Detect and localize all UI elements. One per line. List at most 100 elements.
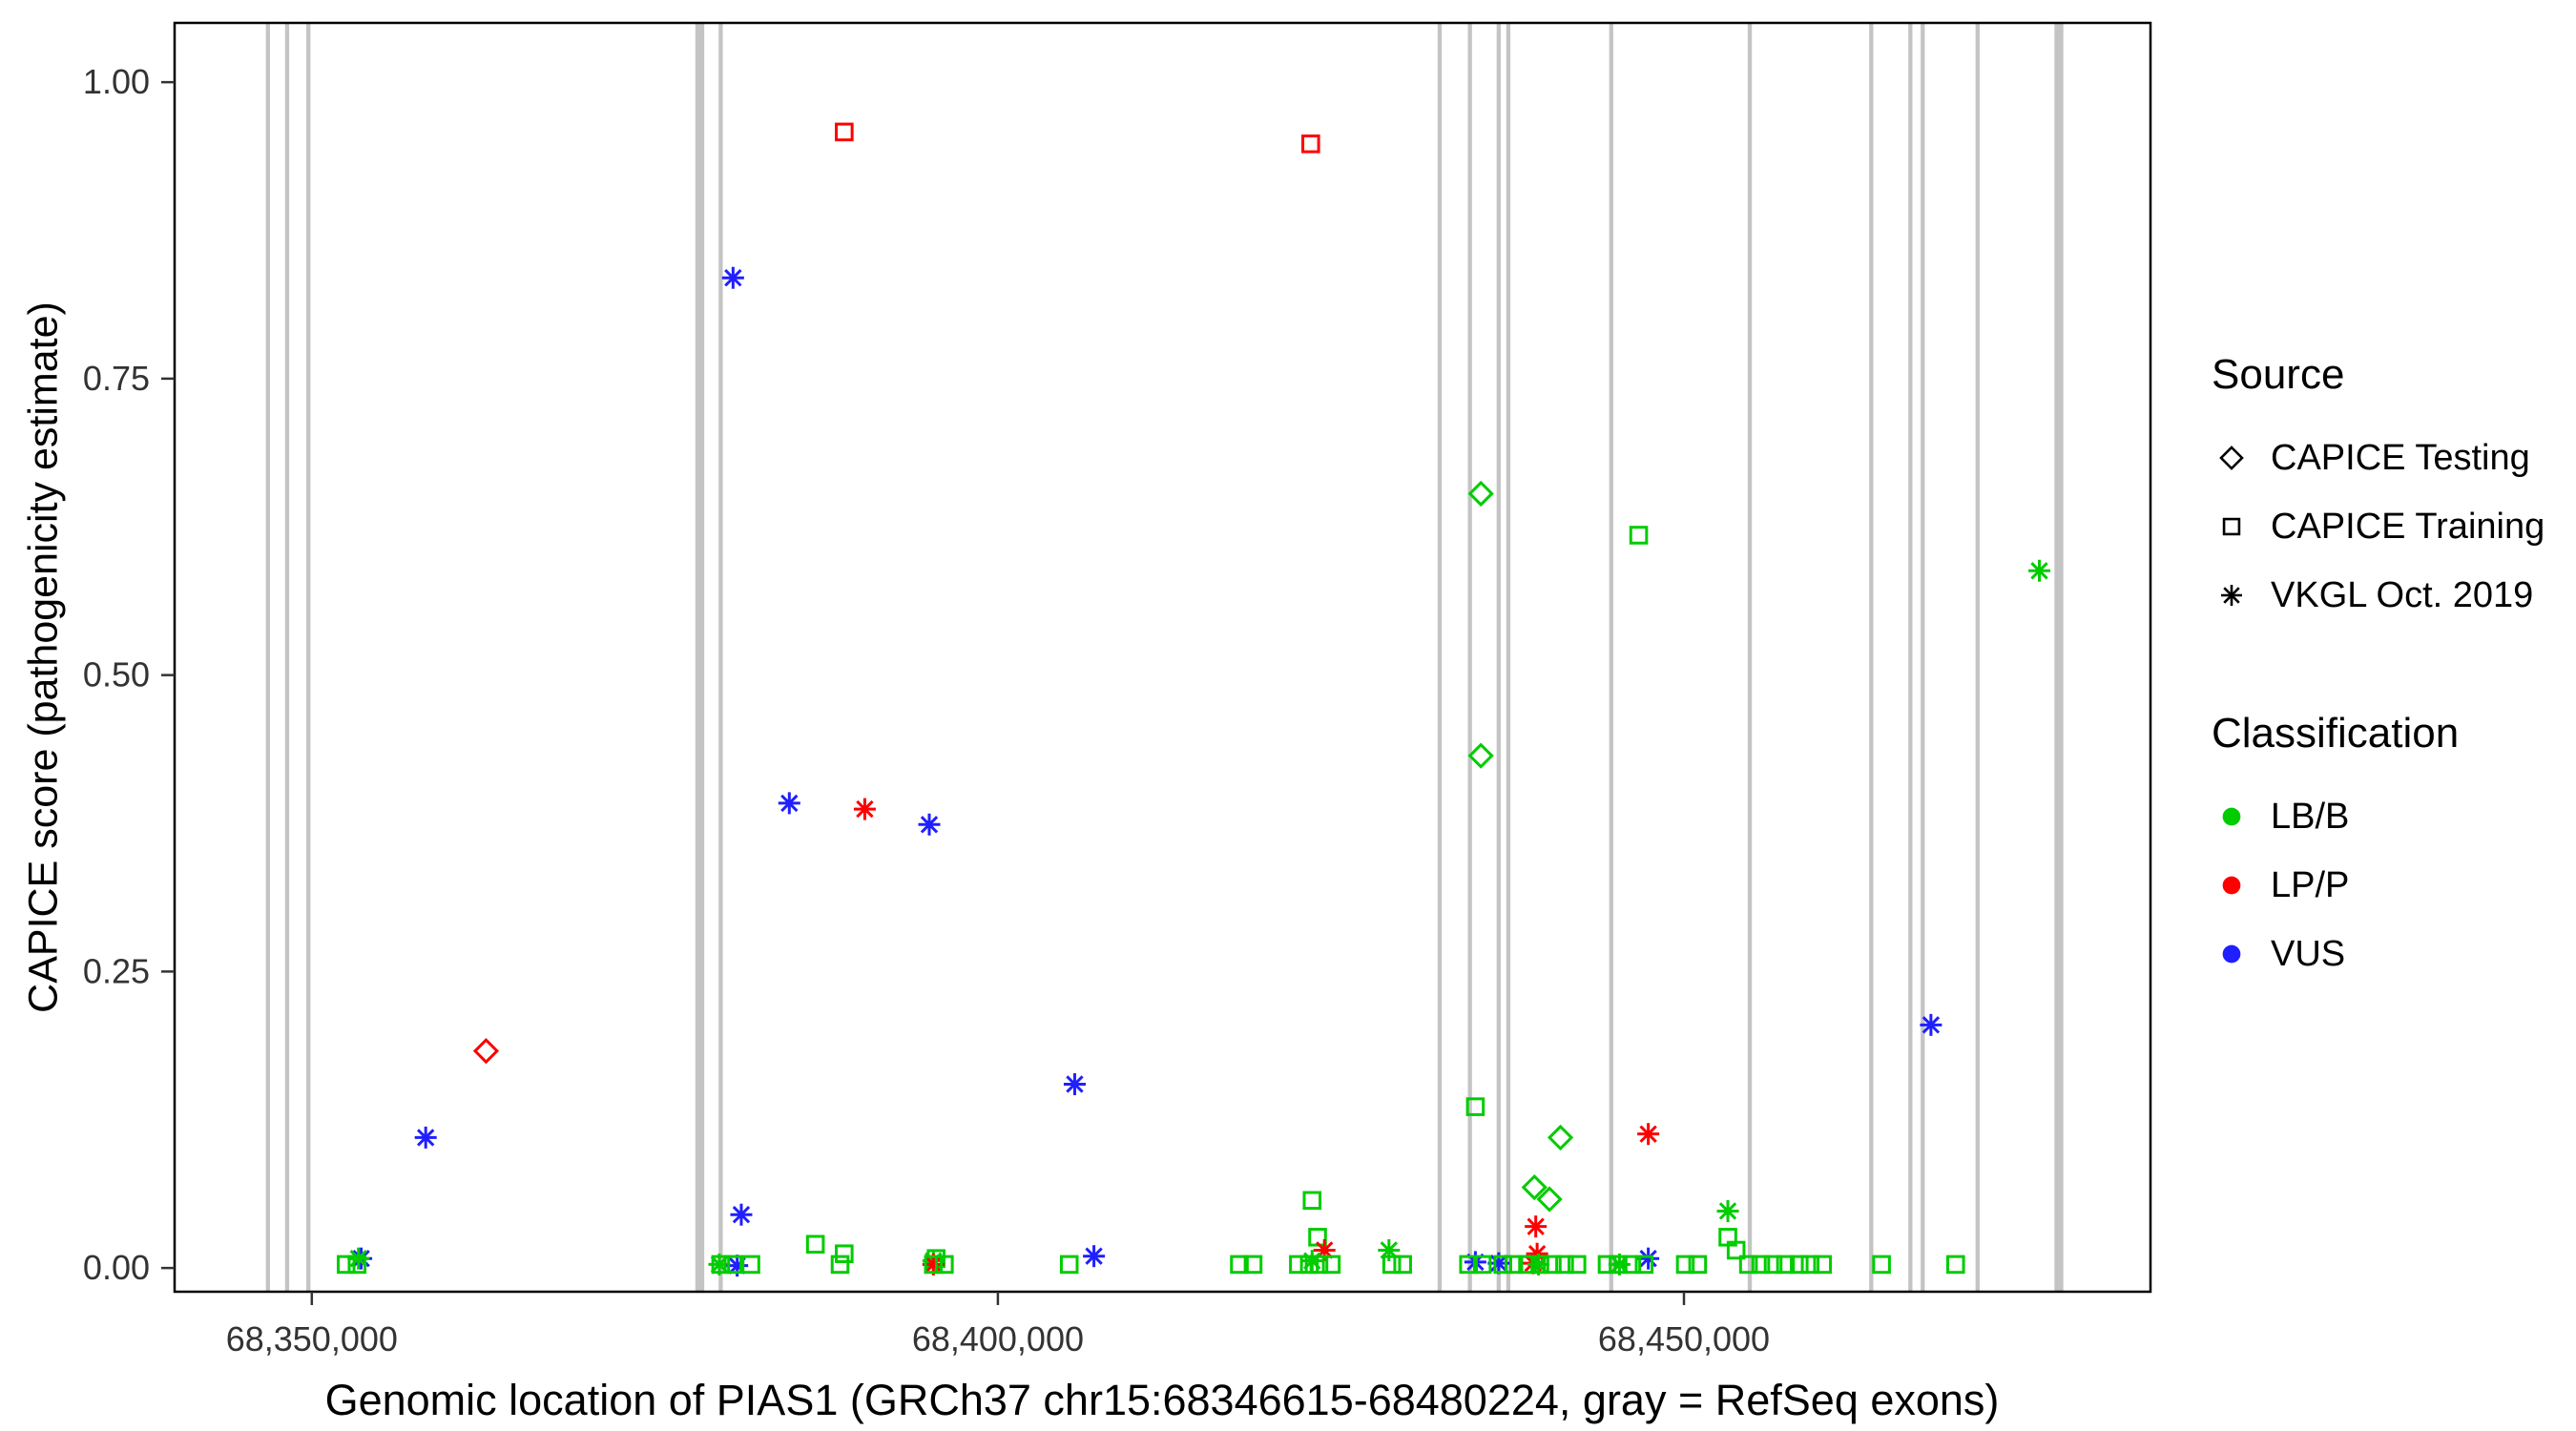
data-point-asterisk [1063,1072,1086,1095]
data-point-square [1813,1255,1833,1275]
data-point-asterisk [721,266,744,289]
data-point-asterisk [778,792,800,815]
data-point-square [1597,1255,1617,1275]
data-point-square [1381,1255,1402,1275]
legend-asterisk-key-icon [2221,585,2242,606]
data-point-square [1321,1255,1341,1275]
data-point-diamond [472,1038,500,1065]
data-point-square [1776,1255,1796,1275]
data-point-square [1301,135,1320,154]
data-point-asterisk [1637,1123,1660,1146]
data-point-square [1738,1255,1758,1275]
y-tick-label: 0.25 [83,951,150,990]
data-point-square [1530,1255,1549,1275]
legend-color-dot [2222,876,2241,895]
legend-square-key-icon [2222,517,2241,536]
data-point-asterisk [730,1203,753,1226]
data-point-asterisk [1525,1215,1548,1238]
refseq-exon-bar [1609,23,1613,1292]
data-point-asterisk [1920,1013,1942,1036]
data-point-square [1568,1255,1587,1275]
legend-classification-label: LB/B [2271,796,2350,837]
refseq-exon-bar [2054,23,2064,1292]
data-point-square [1945,1255,1965,1275]
data-point-square [741,1255,760,1275]
legend-source-item: VKGL Oct. 2019 [2212,561,2576,630]
legend-source-item: CAPICE Training [2212,492,2576,561]
x-tick-label: 68,350,000 [226,1319,398,1358]
y-tick-label: 1.00 [83,62,150,101]
data-point-square [711,1255,731,1275]
data-point-square [1800,1255,1820,1275]
legend-classification-item: VUS [2212,920,2576,988]
data-point-square [835,1244,854,1264]
data-point-square [935,1255,954,1275]
data-point-asterisk [918,813,941,836]
y-tick-label: 0.00 [83,1248,150,1287]
refseq-exon-bar [1437,23,1443,1292]
legend-source-items: CAPICE Testing CAPICE Training VKGL Oct. 2… [2212,424,2576,630]
legend-classification-label: VUS [2271,933,2346,974]
legend-color-dot [2222,944,2241,964]
data-point-square [1309,1255,1329,1275]
data-point-square [1518,1255,1537,1275]
data-point-diamond [1547,1124,1574,1151]
data-point-square [1726,1240,1746,1260]
data-point-square [1629,526,1649,545]
data-point-square [1230,1255,1249,1275]
data-point-square [336,1255,356,1275]
data-point-square [1751,1255,1771,1275]
x-tick-label: 68,450,000 [1598,1319,1770,1358]
legend: Source CAPICE Testing CAPICE Training VKGL… [2212,351,2576,988]
legend-color-key [2222,807,2241,826]
refseq-exon-bar [265,23,270,1292]
data-point-square [1763,1255,1783,1275]
data-point-square [1609,1255,1628,1275]
legend-source-label: CAPICE Training [2271,506,2545,547]
legend-color-dot [2222,807,2241,826]
data-point-square [1299,1255,1319,1275]
legend-source-label: CAPICE Testing [2271,437,2530,478]
data-point-square [1472,1255,1492,1275]
plot-panel [175,23,2150,1292]
data-point-square [1465,1097,1485,1116]
refseq-exon-bar [1506,23,1511,1292]
y-axis-title: CAPICE score (pathogenicity estimate) [20,301,67,1013]
legend-source-item: CAPICE Testing [2212,424,2576,492]
data-point-asterisk [853,798,876,820]
legend-classification-label: LP/P [2271,864,2350,905]
data-point-square [1555,1255,1574,1275]
data-point-square [830,1255,850,1275]
refseq-exon-bar [718,23,723,1292]
data-point-asterisk [2028,559,2051,582]
data-point-square [924,1255,944,1275]
legend-source-label: VKGL Oct. 2019 [2271,574,2534,615]
data-point-diamond [1521,1173,1548,1201]
data-point-square [1543,1255,1562,1275]
refseq-exon-bar [1975,23,1980,1292]
y-tick-label: 0.50 [83,655,150,695]
x-tick-label: 68,400,000 [912,1319,1084,1358]
refseq-exon-bar [1467,23,1472,1292]
refseq-exon-bar [1869,23,1874,1292]
legend-classification-item: LP/P [2212,851,2576,920]
data-point-square [1872,1255,1891,1275]
data-point-square [1504,1255,1524,1275]
data-point-square [347,1255,367,1275]
x-axis-title: Genomic location of PIAS1 (GRCh37 chr15:… [324,1376,2000,1424]
refseq-exon-bar [1496,23,1502,1292]
data-point-square [1622,1255,1642,1275]
y-tick-label: 0.75 [83,359,150,398]
data-point-diamond [1536,1186,1563,1213]
data-point-square [1059,1255,1079,1275]
data-point-asterisk [1637,1247,1660,1270]
refseq-exon-bar [1908,23,1913,1292]
points-layer [336,122,2051,1277]
data-point-square [1302,1191,1322,1211]
legend-classification-title: Classification [2212,710,2460,757]
data-point-diamond [2219,446,2244,470]
data-point-asterisk [2221,585,2242,606]
data-point-square [1243,1255,1263,1275]
